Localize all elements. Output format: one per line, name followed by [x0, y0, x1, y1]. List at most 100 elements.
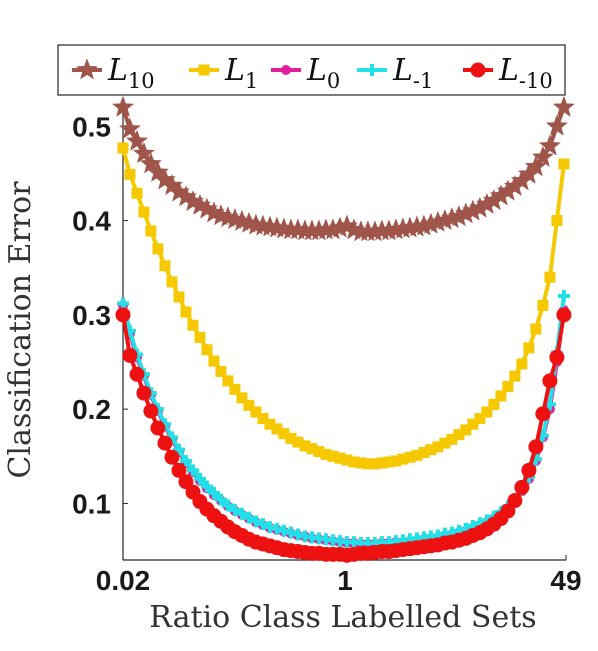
data-point	[256, 518, 269, 531]
y-tick-label: 0.1	[72, 488, 111, 519]
data-point	[257, 413, 269, 425]
legend-marker	[75, 58, 99, 80]
data-point	[164, 449, 180, 465]
data-point	[460, 424, 472, 436]
data-point	[111, 95, 135, 117]
data-point	[249, 515, 262, 528]
data-point	[139, 152, 163, 174]
series-line	[121, 295, 566, 546]
data-point	[376, 457, 388, 469]
data-point	[299, 440, 311, 452]
legend-marker	[366, 64, 378, 76]
data-point	[474, 413, 486, 425]
data-point	[118, 117, 142, 139]
data-point	[222, 375, 234, 387]
data-point	[557, 290, 570, 302]
data-point	[495, 390, 507, 402]
data-point	[411, 449, 423, 461]
axis-labels: Ratio Class Labelled Sets Classification…	[3, 181, 537, 635]
data-point	[129, 366, 145, 382]
y-axis-label: Classification Error	[3, 181, 38, 479]
data-point	[418, 447, 430, 459]
data-point	[138, 206, 150, 218]
data-point	[271, 423, 283, 435]
data-point	[132, 141, 156, 164]
data-point	[397, 453, 409, 465]
data-point	[306, 443, 318, 455]
data-point	[145, 225, 157, 237]
data-point	[516, 358, 528, 370]
data-point	[215, 365, 227, 377]
legend-label: L10	[107, 53, 155, 93]
data-point	[125, 129, 149, 151]
y-tick-label: 0.2	[72, 394, 111, 425]
x-tick-label: 1	[337, 565, 353, 596]
data-point	[552, 95, 576, 117]
data-point	[229, 383, 241, 395]
data-point	[528, 439, 544, 455]
data-point	[313, 446, 325, 458]
data-point	[453, 429, 465, 441]
data-point	[327, 450, 339, 462]
y-tick-label: 0.4	[72, 206, 111, 237]
data-point	[523, 342, 535, 354]
data-point	[334, 452, 346, 464]
data-point	[117, 142, 129, 154]
data-point	[542, 373, 558, 389]
data-point	[320, 448, 332, 460]
legend-item-L-10: L-10	[463, 53, 553, 93]
data-point	[383, 456, 395, 468]
legend-item-L10: L10	[72, 53, 155, 93]
data-point	[390, 455, 402, 467]
data-point	[136, 385, 152, 401]
data-point	[535, 406, 551, 422]
plot-axes: 0.1 0.2 0.3 0.4 0.5 0.02 1 49	[72, 98, 582, 596]
data-point	[549, 349, 565, 365]
data-point	[551, 215, 563, 227]
data-point	[362, 458, 374, 470]
series-line	[121, 304, 566, 546]
data-point	[467, 418, 479, 430]
data-point	[556, 307, 572, 323]
legend-marker	[198, 64, 210, 76]
data-point	[278, 428, 290, 440]
data-point	[537, 299, 549, 311]
series-L-10	[115, 307, 572, 563]
data-point	[243, 399, 255, 411]
series-line	[121, 106, 566, 234]
data-point	[150, 420, 166, 436]
data-point	[545, 114, 569, 136]
data-point	[250, 406, 262, 418]
data-point	[186, 464, 199, 477]
data-point	[221, 499, 234, 512]
data-point	[242, 511, 255, 524]
legend-label: L0	[306, 53, 340, 93]
data-point	[514, 479, 530, 495]
data-point	[214, 493, 227, 506]
data-point	[521, 462, 537, 478]
data-point	[404, 451, 416, 463]
data-point	[171, 462, 187, 478]
data-point	[439, 437, 451, 449]
data-point	[369, 458, 381, 470]
data-point	[432, 441, 444, 453]
data-point	[193, 472, 206, 485]
data-point	[285, 432, 297, 444]
series-layer	[111, 95, 576, 563]
data-point	[509, 370, 521, 382]
legend-marker	[470, 62, 486, 78]
legend-item-L-1: L-1	[357, 53, 433, 93]
data-point	[558, 158, 570, 170]
data-point	[531, 145, 555, 167]
data-point	[425, 444, 437, 456]
data-point	[115, 307, 131, 323]
x-tick-label: 0.02	[96, 565, 151, 596]
data-point	[124, 168, 136, 180]
y-tick-label: 0.5	[72, 111, 111, 142]
legend-item-L1: L1	[189, 53, 258, 93]
series-L10	[111, 95, 576, 242]
legend-label: L-1	[392, 53, 433, 93]
data-point	[530, 323, 542, 335]
data-point	[166, 276, 178, 288]
